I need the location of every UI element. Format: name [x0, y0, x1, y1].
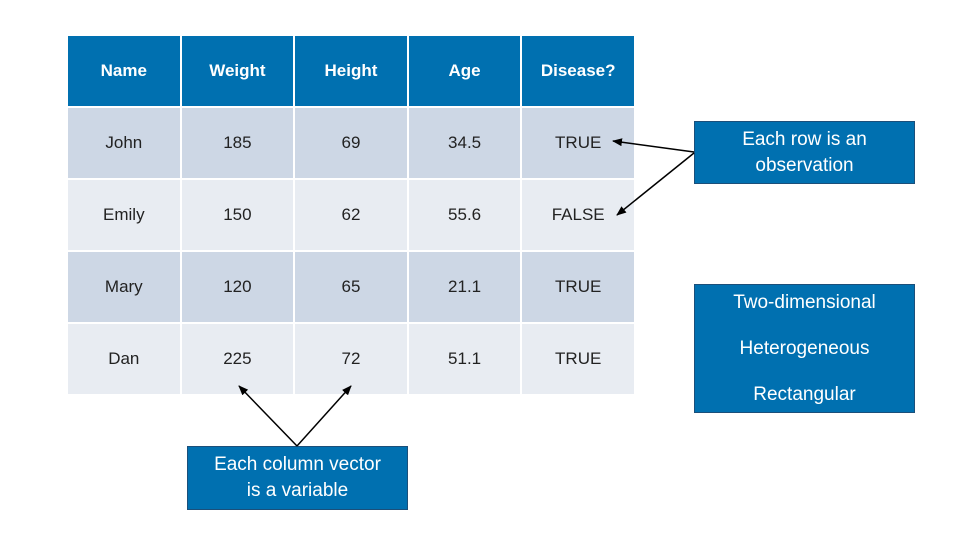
header-weight: Weight	[179, 34, 296, 108]
cell-weight: 185	[179, 106, 296, 180]
cell-height: 62	[293, 178, 409, 252]
column-variable-callout: Each column vector is a variable	[187, 446, 408, 510]
cell-name: John	[66, 106, 182, 180]
cell-age: 21.1	[406, 250, 523, 324]
properties-callout: Two-dimensional Heterogeneous Rectangula…	[694, 284, 915, 413]
cell-age: 34.5	[406, 106, 523, 180]
row-callout-line1: Each row is an	[742, 129, 867, 150]
property-two-dimensional: Two-dimensional	[733, 292, 876, 313]
cell-weight: 150	[179, 178, 296, 252]
cell-height: 69	[293, 106, 409, 180]
cell-height: 65	[293, 250, 409, 324]
cell-weight: 120	[179, 250, 296, 324]
table-row: Mary 120 65 21.1 TRUE	[66, 250, 636, 324]
cell-name: Mary	[66, 250, 182, 324]
cell-height: 72	[293, 322, 409, 396]
cell-age: 55.6	[406, 178, 523, 252]
cell-disease: TRUE	[520, 250, 636, 324]
header-height: Height	[293, 34, 409, 108]
cell-disease: TRUE	[520, 106, 636, 180]
row-observation-callout: Each row is an observation	[694, 121, 915, 184]
header-age: Age	[406, 34, 523, 108]
table-row: Dan 225 72 51.1 TRUE	[66, 322, 636, 396]
header-name: Name	[66, 34, 182, 108]
cell-name: Dan	[66, 322, 182, 396]
table-row: John 185 69 34.5 TRUE	[66, 106, 636, 180]
header-row: Name Weight Height Age Disease?	[66, 34, 636, 108]
cell-age: 51.1	[406, 322, 523, 396]
cell-weight: 225	[179, 322, 296, 396]
row-callout-line2: observation	[755, 155, 854, 176]
cell-name: Emily	[66, 178, 182, 252]
column-callout-line2: is a variable	[246, 480, 349, 501]
cell-disease: TRUE	[520, 322, 636, 396]
property-heterogeneous: Heterogeneous	[739, 338, 870, 359]
data-frame-table: Name Weight Height Age Disease? John 185…	[66, 34, 636, 396]
table-row: Emily 150 62 55.6 FALSE	[66, 178, 636, 252]
header-disease: Disease?	[520, 34, 636, 108]
column-callout-line1: Each column vector	[214, 454, 381, 475]
property-rectangular: Rectangular	[753, 384, 856, 405]
cell-disease: FALSE	[520, 178, 636, 252]
